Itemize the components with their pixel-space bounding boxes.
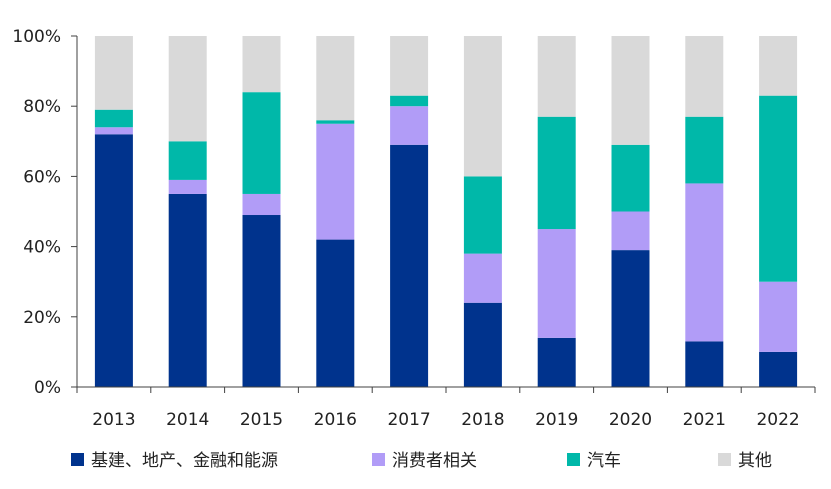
legend-swatch-series-2: [372, 453, 385, 466]
bar-segment-2020-series-4: [611, 36, 650, 145]
bar-segment-2018-series-4: [463, 36, 502, 177]
bar-segment-2022-series-3: [759, 95, 798, 282]
y-axis: 0% 20% 40% 60% 80% 100%: [12, 27, 77, 398]
legend: 基建、地产、金融和能源 消费者相关 汽车 其他: [71, 451, 772, 471]
bar-segment-2022-series-2: [759, 281, 798, 352]
bar-segment-2014-series-2: [168, 179, 207, 194]
bar-segment-2018-series-2: [463, 253, 502, 303]
legend-label-series-4: 其他: [738, 451, 772, 471]
x-tick-label: 2015: [240, 410, 283, 430]
bar-segment-2021-series-1: [685, 341, 724, 387]
bar-segment-2013-series-4: [94, 36, 133, 110]
bar-segment-2017-series-4: [390, 36, 429, 96]
x-tick-label: 2019: [535, 410, 578, 430]
bar-segment-2018-series-1: [463, 302, 502, 387]
bar-segment-2015-series-3: [242, 92, 281, 194]
bar-segment-2021-series-3: [685, 116, 724, 184]
bar-segment-2015-series-1: [242, 215, 281, 387]
bar-segment-2014-series-4: [168, 36, 207, 142]
x-axis: 2013 2014 2015 2016 2017 2018 2019 2020 2021 2022: [76, 387, 816, 430]
x-tick-label: 2014: [166, 410, 209, 430]
y-tick-label: 80%: [23, 97, 61, 117]
bar-segment-2014-series-3: [168, 141, 207, 180]
y-tick-label: 100%: [12, 27, 61, 47]
legend-swatch-series-4: [718, 453, 731, 466]
bar-segment-2021-series-2: [685, 183, 724, 342]
bar-segment-2017-series-3: [390, 95, 429, 107]
bar-segment-2019-series-1: [537, 337, 576, 387]
bar-segment-2017-series-1: [390, 144, 429, 387]
bar-segment-2020-series-3: [611, 144, 650, 212]
bar-segment-2018-series-3: [463, 176, 502, 254]
x-tick-label: 2017: [387, 410, 430, 430]
y-tick-label: 40%: [23, 238, 61, 258]
bar-segment-2022-series-4: [759, 36, 798, 96]
bar-segment-2019-series-2: [537, 229, 576, 338]
bar-segment-2015-series-4: [242, 36, 281, 93]
y-tick-label: 0%: [34, 378, 61, 398]
bar-segment-2015-series-2: [242, 193, 281, 216]
bar-segment-2013-series-3: [94, 109, 133, 128]
bar-segment-2019-series-3: [537, 116, 576, 230]
bar-segment-2019-series-4: [537, 36, 576, 117]
bar-segment-2016-series-4: [316, 36, 355, 121]
x-tick-label: 2018: [461, 410, 504, 430]
bar-segment-2020-series-1: [611, 250, 650, 387]
bars: [94, 36, 798, 387]
bar-segment-2014-series-1: [168, 193, 207, 387]
bar-segment-2013-series-2: [94, 127, 133, 135]
bar-segment-2013-series-1: [94, 134, 133, 387]
legend-swatch-series-3: [567, 453, 580, 466]
bar-segment-2016-series-2: [316, 123, 355, 240]
x-tick-label: 2013: [92, 410, 135, 430]
x-tick-label: 2021: [683, 410, 726, 430]
bar-segment-2016-series-1: [316, 239, 355, 387]
bar-segment-2021-series-4: [685, 36, 724, 117]
x-tick-label: 2022: [756, 410, 799, 430]
y-tick-label: 60%: [23, 167, 61, 187]
x-tick-label: 2016: [314, 410, 357, 430]
bar-segment-2022-series-1: [759, 351, 798, 387]
legend-swatch-series-1: [71, 453, 84, 466]
bar-segment-2017-series-2: [390, 106, 429, 145]
x-tick-label: 2020: [609, 410, 652, 430]
bar-segment-2020-series-2: [611, 211, 650, 251]
legend-label-series-3: 汽车: [587, 451, 621, 471]
y-tick-label: 20%: [23, 308, 61, 328]
legend-label-series-2: 消费者相关: [392, 451, 477, 471]
legend-label-series-1: 基建、地产、金融和能源: [91, 451, 278, 471]
bar-segment-2016-series-3: [316, 120, 355, 124]
